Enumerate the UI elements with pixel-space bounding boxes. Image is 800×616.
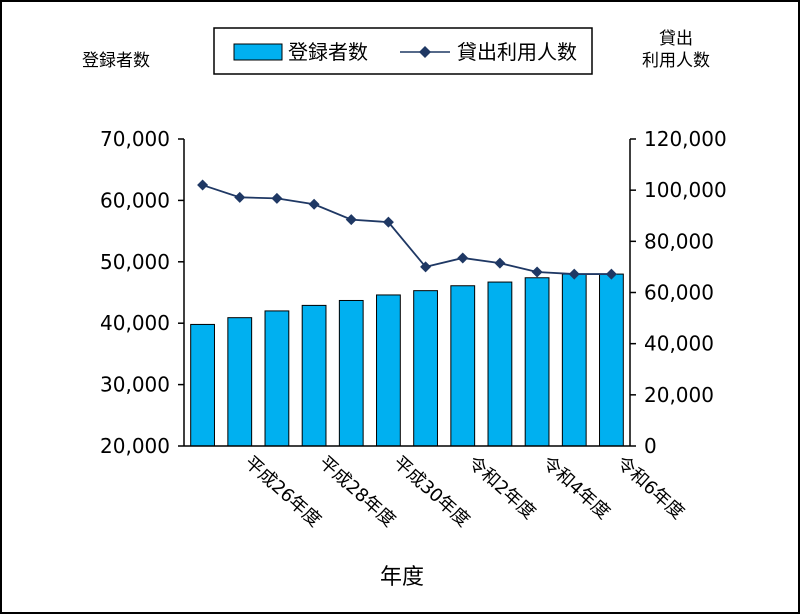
bar-registrants xyxy=(301,304,327,447)
y-right-tick-label: 80,000 xyxy=(644,229,714,253)
point-borrowers xyxy=(271,192,283,204)
y-right-tick-label: 40,000 xyxy=(644,332,714,356)
y-left-tick-label: 30,000 xyxy=(100,373,170,397)
point-borrowers xyxy=(494,257,506,269)
legend-diamond-marker xyxy=(419,46,431,58)
x-tick-label: 令和6年度 xyxy=(612,452,688,523)
y-right-tick-label: 20,000 xyxy=(644,383,714,407)
point-borrowers xyxy=(420,261,432,273)
x-tick-label: 令和2年度 xyxy=(463,452,539,523)
point-borrowers xyxy=(605,268,617,280)
y-left-tick-label: 40,000 xyxy=(100,311,170,335)
y-left-tick-label: 60,000 xyxy=(100,188,170,212)
point-borrowers xyxy=(197,179,209,191)
x-tick-label: 令和4年度 xyxy=(538,452,614,523)
y-right-axis-title-line2: 利用人数 xyxy=(642,51,710,71)
y-left-tick-label: 20,000 xyxy=(100,434,170,458)
bar-registrants xyxy=(376,294,401,447)
bar-registrants xyxy=(561,273,587,447)
y-right-tick-label: 0 xyxy=(644,434,657,458)
bar-registrants xyxy=(227,317,253,447)
y-left-tick-label: 50,000 xyxy=(100,250,170,274)
y-right-axis-title-line1: 貸出 xyxy=(659,29,693,49)
y-left-tick-label: 70,000 xyxy=(100,127,170,151)
bar-registrants xyxy=(338,299,364,447)
point-borrowers xyxy=(457,252,469,264)
legend: 登録者数 貸出利用人数 xyxy=(213,27,593,75)
x-tick-label: 平成30年度 xyxy=(389,452,474,531)
point-borrowers xyxy=(308,198,320,210)
bar-registrants xyxy=(264,310,290,447)
bar-registrants xyxy=(524,277,550,447)
line-borrowers xyxy=(202,184,612,275)
y-left-axis-title: 登録者数 xyxy=(82,51,150,71)
bar-registrants xyxy=(599,273,624,447)
legend-label-registrants: 登録者数 xyxy=(288,40,368,64)
bar-registrants xyxy=(487,281,513,447)
x-axis-title: 年度 xyxy=(380,565,424,590)
point-borrowers xyxy=(345,214,357,226)
legend-bar-swatch xyxy=(233,43,283,61)
point-borrowers xyxy=(568,268,580,280)
bar-registrants xyxy=(450,285,476,447)
point-borrowers xyxy=(382,216,394,228)
x-tick-label: 平成26年度 xyxy=(240,452,325,531)
bar-registrants xyxy=(413,290,438,447)
point-borrowers xyxy=(531,266,543,278)
y-right-tick-label: 100,000 xyxy=(644,178,727,202)
y-right-tick-label: 60,000 xyxy=(644,281,714,305)
legend-label-borrowers: 貸出利用人数 xyxy=(457,40,577,64)
point-borrowers xyxy=(234,191,246,203)
bar-registrants xyxy=(190,323,215,447)
plot-area: 20,000 30,000 40,000 50,000 60,000 70,000 0 20,… xyxy=(100,127,727,531)
x-tick-label: 平成28年度 xyxy=(315,452,400,531)
y-right-tick-label: 120,000 xyxy=(644,127,727,151)
